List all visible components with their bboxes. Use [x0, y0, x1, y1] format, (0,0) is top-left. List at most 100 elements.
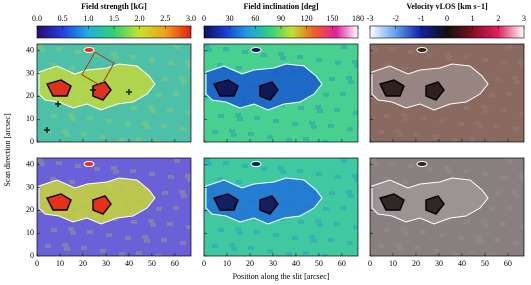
x-tick-label: 30	[102, 259, 110, 268]
map-texture	[403, 231, 409, 235]
map-texture	[87, 116, 93, 120]
x-tick-label: 30	[435, 259, 443, 268]
map-texture	[298, 220, 304, 224]
colorbar-tick-label: 0.0	[32, 14, 42, 23]
map-texture	[64, 133, 70, 137]
x-tick-label: 60	[171, 259, 179, 268]
map-texture	[212, 130, 218, 134]
map-texture	[334, 222, 340, 226]
y-tick-label: 0	[30, 251, 34, 260]
map-texture	[94, 53, 100, 57]
x-tick-label: 0	[368, 259, 372, 268]
contour-black	[212, 193, 239, 211]
map-texture	[167, 222, 173, 226]
map-texture	[512, 190, 518, 194]
map-panel	[204, 44, 358, 142]
y-tick-label: 40	[26, 46, 34, 55]
map-texture	[341, 45, 347, 49]
map-texture	[403, 117, 409, 121]
map-texture	[347, 241, 353, 245]
map-texture	[148, 219, 154, 223]
map-texture	[452, 138, 458, 142]
map-texture	[81, 132, 87, 136]
map-texture	[68, 113, 74, 117]
colorbar-tick-label: -1	[418, 14, 425, 23]
contour-white	[83, 47, 95, 53]
map-texture	[185, 174, 191, 178]
map-texture	[280, 170, 286, 174]
map-texture	[119, 252, 125, 256]
map-texture	[402, 66, 408, 70]
map-texture	[223, 47, 229, 51]
map-texture	[370, 44, 376, 48]
map-texture	[354, 178, 358, 182]
map-texture	[315, 105, 321, 109]
umbra	[214, 194, 238, 210]
map-texture	[309, 235, 315, 239]
x-tick-label: 20	[79, 259, 87, 268]
x-tick-label: 40	[458, 259, 466, 268]
map-texture	[51, 114, 57, 118]
map-texture	[317, 223, 323, 227]
map-texture	[254, 116, 260, 120]
map-texture	[446, 170, 452, 174]
map-texture	[383, 177, 389, 181]
map-texture	[68, 227, 74, 231]
y-tick-label: 20	[26, 205, 34, 214]
contour-black	[45, 193, 72, 211]
map-texture	[100, 249, 106, 253]
map-texture	[323, 93, 329, 97]
map-texture	[495, 77, 501, 81]
map-texture	[38, 95, 44, 99]
map-texture	[174, 159, 180, 163]
map-texture	[136, 251, 142, 255]
colorbar-tick-label: 2.5	[160, 14, 170, 23]
map-texture	[50, 177, 56, 181]
map-texture	[402, 180, 408, 184]
map-texture	[111, 52, 117, 56]
map-texture	[136, 137, 142, 141]
map-texture	[278, 52, 284, 56]
map-texture	[395, 243, 401, 247]
contour-black	[425, 195, 445, 215]
map-texture	[204, 158, 210, 162]
colorbar-tick-label: 180	[352, 14, 364, 23]
map-texture	[433, 135, 439, 139]
map-texture	[514, 80, 520, 84]
map-texture	[155, 140, 161, 142]
contour-white	[205, 177, 323, 225]
map-texture	[113, 56, 119, 60]
map-texture	[408, 164, 414, 168]
map-texture	[69, 180, 75, 184]
map-texture	[513, 241, 519, 245]
map-texture	[323, 207, 329, 211]
map-texture	[518, 174, 524, 178]
colorbar-tick-label: 120	[301, 14, 313, 23]
map-texture	[458, 122, 464, 126]
map-texture	[309, 121, 315, 125]
colorbar-tick-label: 3.0	[186, 14, 196, 23]
map-texture	[278, 166, 284, 170]
map-texture	[142, 121, 148, 125]
map-texture	[267, 135, 273, 139]
map-texture	[205, 209, 211, 213]
map-texture	[37, 158, 43, 162]
map-texture	[236, 180, 242, 184]
map-texture	[489, 207, 495, 211]
x-tick-label: 10	[56, 259, 64, 268]
map-texture	[452, 252, 458, 256]
map-texture	[477, 239, 483, 243]
region-box	[81, 51, 115, 87]
map-texture	[186, 225, 191, 229]
map-texture	[433, 249, 439, 253]
map-texture	[463, 55, 469, 59]
map-texture	[348, 194, 354, 198]
map-texture	[444, 166, 450, 170]
map-texture	[39, 48, 45, 52]
map-texture	[427, 53, 433, 57]
map-texture	[520, 64, 524, 68]
contour-white	[371, 63, 489, 111]
map-texture	[64, 247, 70, 251]
map-texture	[292, 236, 298, 240]
x-tick-label: 30	[269, 259, 277, 268]
